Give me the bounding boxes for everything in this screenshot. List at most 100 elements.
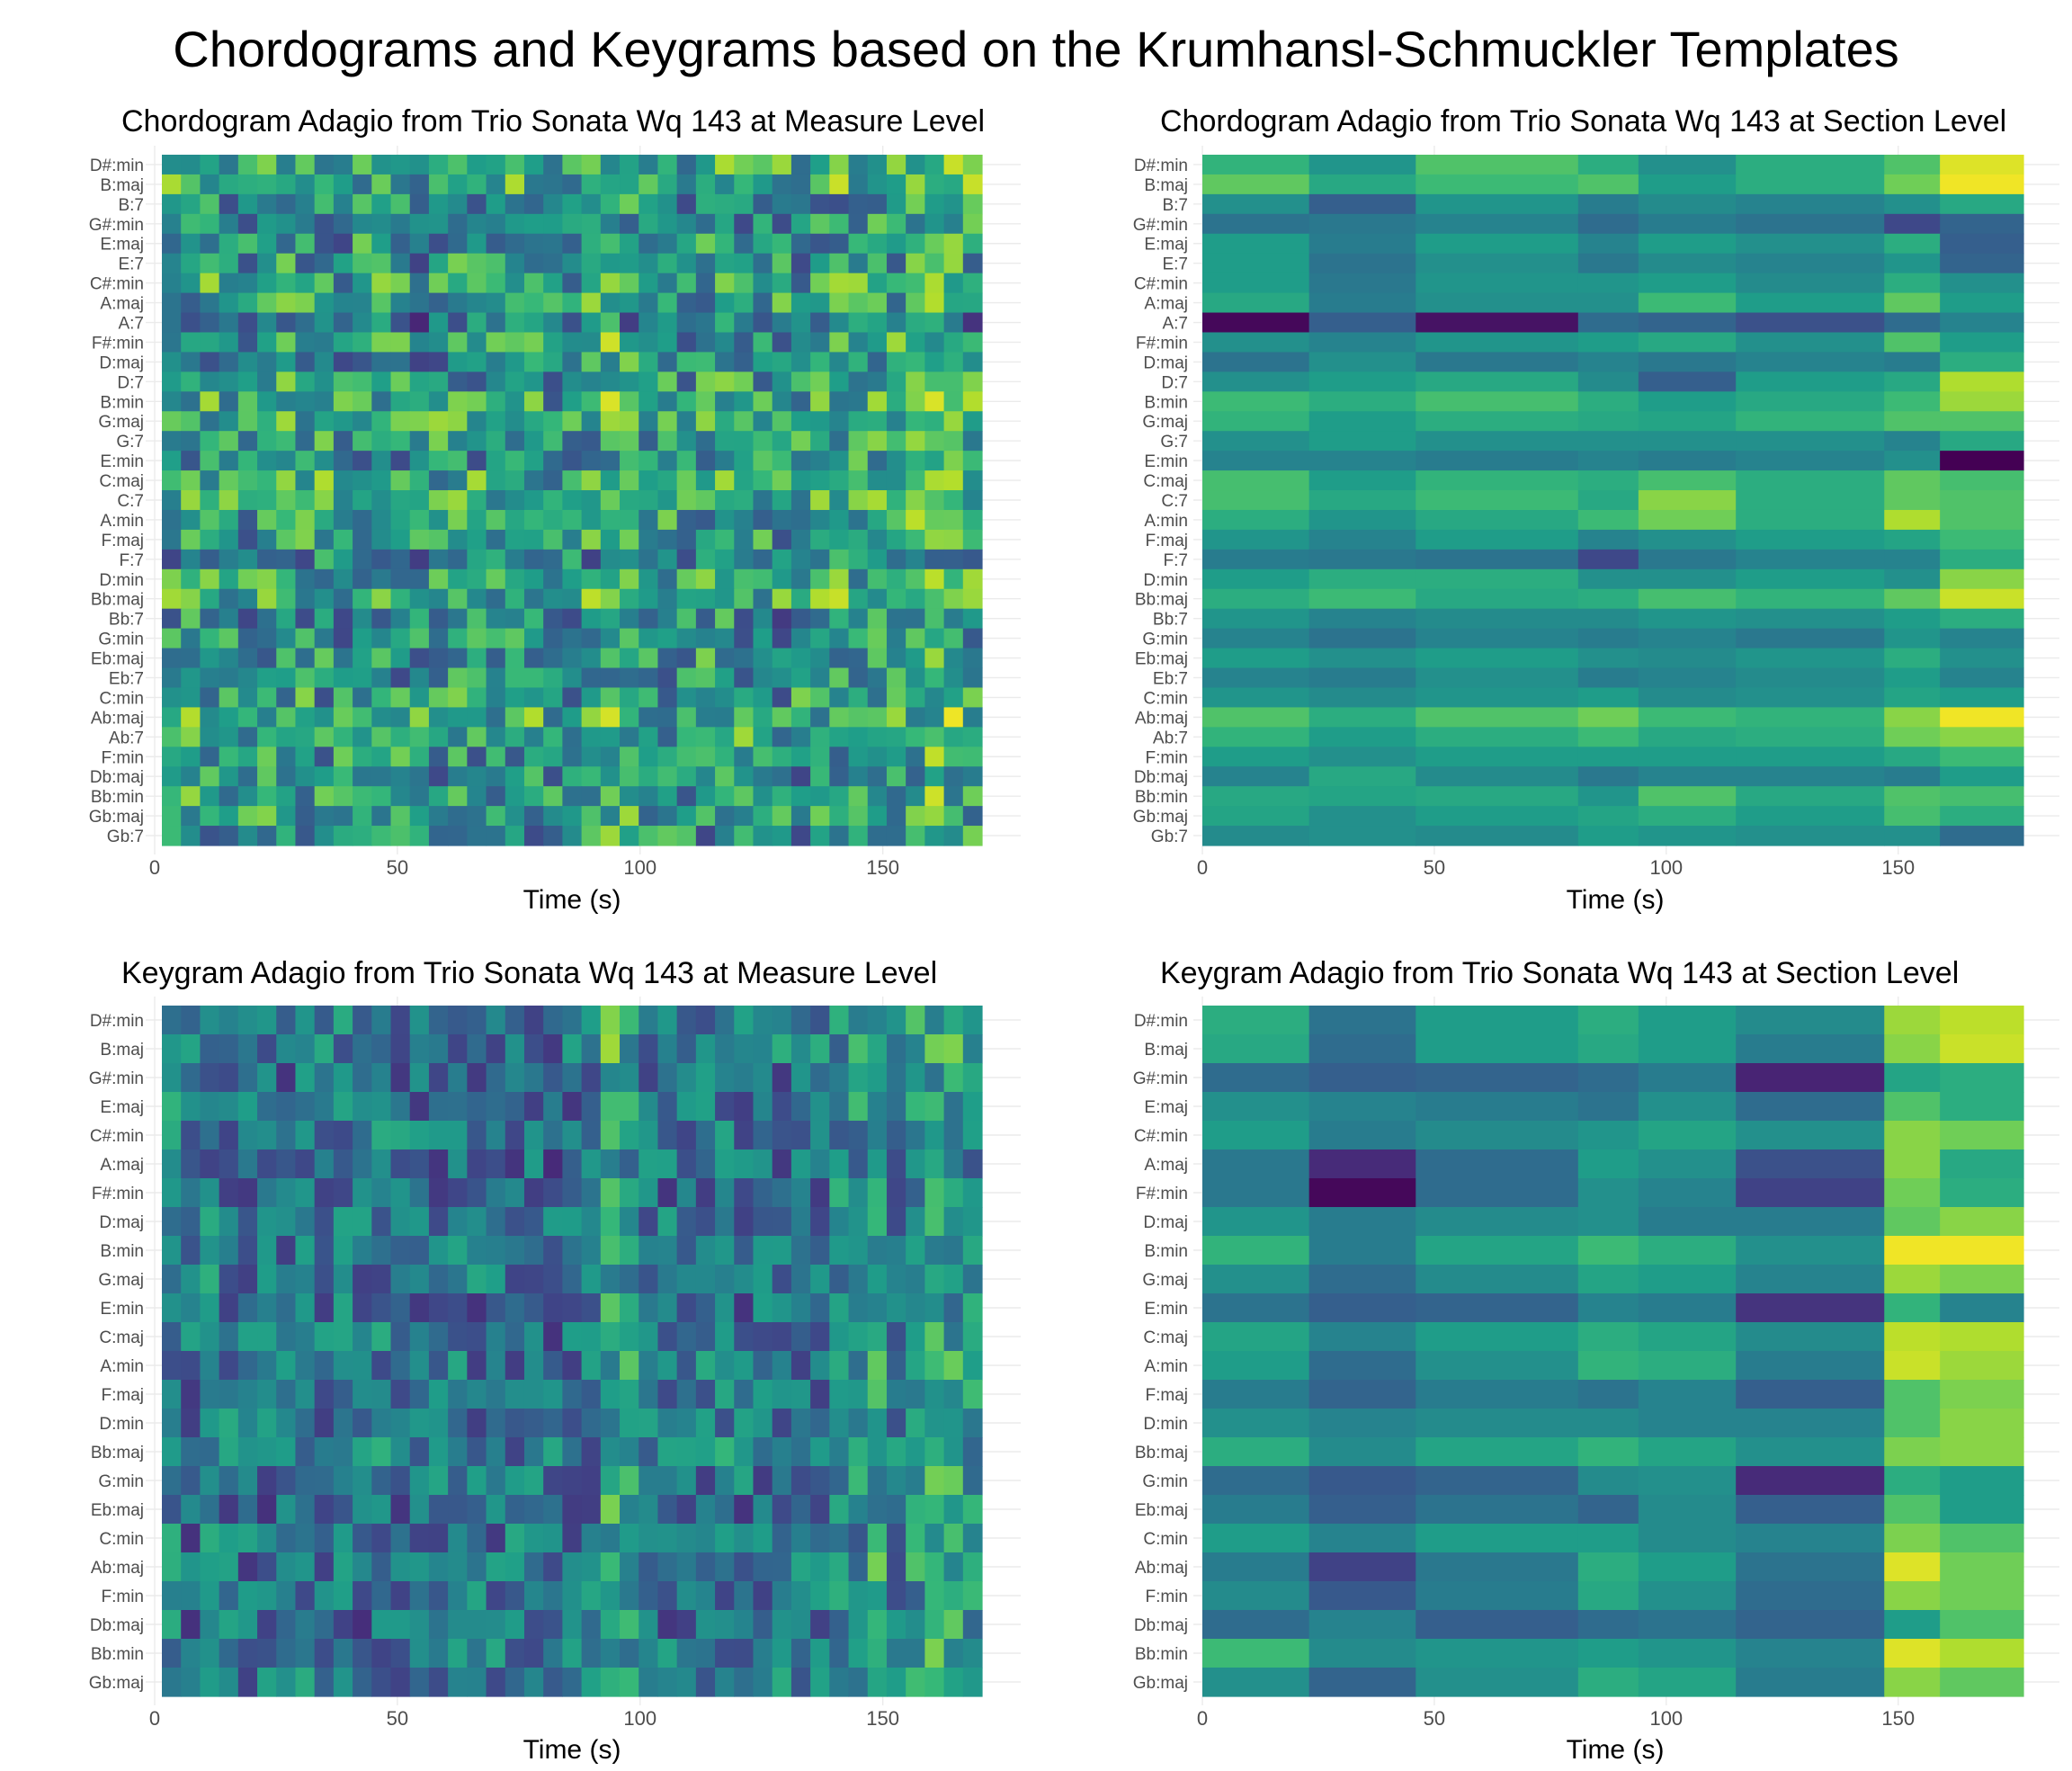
- heatmap-cell: [543, 451, 563, 471]
- heatmap-cell: [639, 648, 659, 669]
- heatmap-cell: [200, 470, 220, 491]
- heatmap-cell: [676, 529, 697, 550]
- heatmap-cell: [1940, 1207, 2024, 1237]
- heatmap-cell: [581, 1207, 602, 1237]
- heatmap-cell: [390, 273, 411, 294]
- heatmap-cell: [428, 1006, 449, 1035]
- heatmap-cell: [600, 1437, 621, 1467]
- heatmap-cell: [906, 1409, 925, 1438]
- heatmap-cell: [943, 1552, 964, 1582]
- y-tick-d-maj: D:maj: [1143, 1213, 1188, 1232]
- heatmap-cell: [467, 470, 487, 491]
- heatmap-cell: [219, 1178, 239, 1208]
- heatmap-cell: [162, 1409, 182, 1438]
- heatmap-cell: [371, 1034, 392, 1064]
- heatmap-cell: [1308, 312, 1416, 334]
- heatmap-cell: [600, 786, 621, 807]
- heatmap-cell: [1940, 1178, 2024, 1208]
- heatmap-cell: [1940, 1265, 2024, 1294]
- heatmap-cell: [1308, 1495, 1416, 1525]
- heatmap-cell: [734, 747, 755, 767]
- heatmap-cell: [1308, 1236, 1416, 1266]
- heatmap-cell: [924, 411, 945, 432]
- heatmap-cell: [333, 273, 353, 294]
- panel-keygram-measure: Keygram Adagio from Trio Sonata Wq 143 a…: [89, 956, 1021, 1765]
- heatmap-cell: [1308, 766, 1416, 787]
- heatmap-cell: [848, 1092, 869, 1122]
- heatmap-cell: [715, 1293, 735, 1323]
- heatmap-cell: [810, 1552, 830, 1582]
- panel-title: Chordogram Adagio from Trio Sonata Wq 14…: [121, 104, 985, 139]
- heatmap-cell: [657, 1668, 678, 1697]
- heatmap-cell: [505, 667, 525, 689]
- heatmap-cell: [1638, 470, 1737, 491]
- heatmap-cell: [1736, 332, 1885, 353]
- heatmap-cell: [753, 1466, 773, 1496]
- heatmap-cell: [276, 352, 297, 372]
- heatmap-cell: [505, 1121, 525, 1150]
- heatmap-cell: [448, 292, 468, 314]
- heatmap-cell: [639, 509, 659, 531]
- heatmap-cell: [448, 233, 468, 255]
- heatmap-cell: [428, 1121, 449, 1150]
- heatmap-cell: [371, 1409, 392, 1438]
- heatmap-cell: [181, 549, 201, 570]
- heatmap-cell: [657, 273, 678, 294]
- heatmap-cell: [867, 292, 888, 314]
- heatmap-cell: [523, 332, 544, 353]
- heatmap-cell: [409, 1236, 430, 1266]
- heatmap-cell: [906, 1322, 925, 1352]
- heatmap-cell: [810, 747, 830, 767]
- heatmap-cell: [448, 174, 468, 195]
- heatmap-cell: [1638, 1639, 1737, 1668]
- heatmap-cell: [715, 1437, 735, 1467]
- heatmap-cell: [1202, 1322, 1310, 1352]
- heatmap-cell: [867, 490, 888, 511]
- heatmap-cell: [371, 549, 392, 570]
- heatmap-cell: [371, 1552, 392, 1582]
- heatmap-cell: [924, 826, 945, 846]
- heatmap-cell: [448, 747, 468, 767]
- heatmap-cell: [314, 667, 335, 689]
- heatmap-cell: [734, 1121, 755, 1150]
- heatmap-cell: [962, 1322, 983, 1352]
- y-tick-gb-7: Gb:7: [107, 827, 144, 846]
- heatmap-cell: [715, 213, 735, 235]
- heatmap-cell: [715, 588, 735, 610]
- heatmap-cell: [371, 1581, 392, 1611]
- heatmap-cell: [353, 352, 372, 372]
- heatmap-cell: [257, 371, 277, 392]
- heatmap-cell: [962, 687, 983, 708]
- heatmap-cell: [523, 1121, 544, 1150]
- heatmap-cell: [790, 1207, 811, 1237]
- heatmap-cell: [810, 371, 830, 392]
- heatmap-cell: [962, 1437, 983, 1467]
- heatmap-cell: [409, 332, 430, 353]
- heatmap-cell: [467, 648, 487, 669]
- heatmap-cell: [772, 352, 792, 372]
- heatmap-cell: [924, 786, 945, 807]
- heatmap-cell: [1577, 1639, 1639, 1668]
- heatmap-cell: [1638, 786, 1737, 807]
- heatmap-cell: [162, 1639, 182, 1668]
- heatmap-cell: [333, 667, 353, 689]
- heatmap-cell: [409, 727, 430, 747]
- heatmap-cell: [390, 1437, 411, 1467]
- heatmap-cell: [829, 529, 850, 550]
- heatmap-cell: [639, 332, 659, 353]
- heatmap-cell: [543, 411, 563, 432]
- heatmap-cell: [1736, 608, 1885, 630]
- heatmap-cell: [639, 1495, 659, 1525]
- heatmap-cell: [1638, 1063, 1737, 1093]
- y-tick-e-maj: E:maj: [1144, 1098, 1188, 1117]
- heatmap-cell: [695, 628, 716, 649]
- heatmap-cell: [1308, 1466, 1416, 1496]
- heatmap-cell: [639, 707, 659, 728]
- heatmap-cell: [657, 411, 678, 432]
- heatmap-cell: [409, 588, 430, 610]
- heatmap-cell: [1638, 391, 1737, 412]
- heatmap-cells: [162, 155, 983, 846]
- heatmap-cell: [886, 648, 906, 669]
- heatmap-cell: [237, 1437, 258, 1467]
- heatmap-cell: [295, 391, 316, 412]
